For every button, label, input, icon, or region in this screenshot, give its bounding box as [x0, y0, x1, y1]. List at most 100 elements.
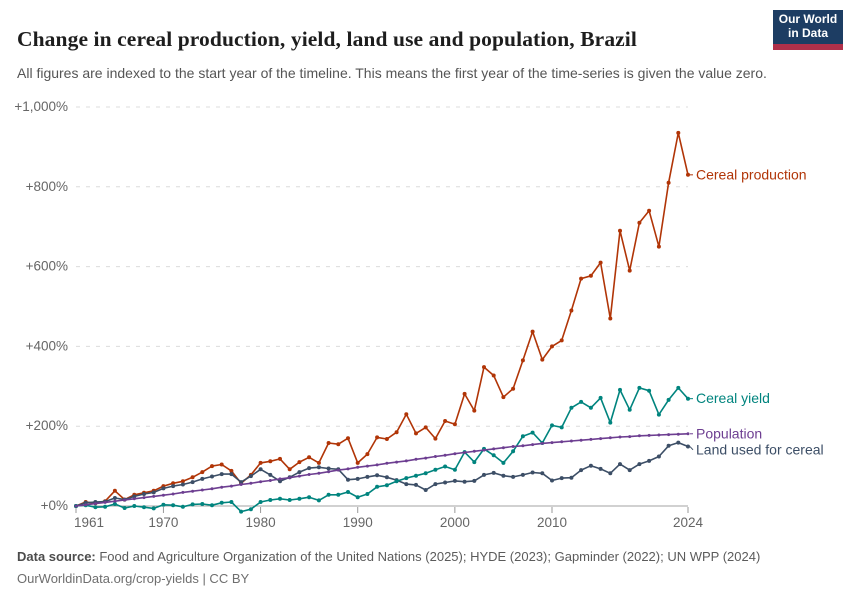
data-point	[259, 480, 263, 484]
data-point	[423, 425, 428, 430]
data-point	[346, 477, 350, 482]
data-point	[579, 276, 584, 281]
data-point	[599, 437, 603, 441]
data-point	[618, 387, 622, 392]
data-point	[608, 471, 613, 476]
data-point	[443, 453, 447, 457]
data-point	[151, 506, 156, 511]
data-point	[618, 462, 622, 467]
data-point	[307, 466, 312, 471]
x-tick-label: 1980	[246, 515, 276, 530]
data-point	[239, 509, 244, 514]
data-point	[686, 172, 690, 177]
data-point	[394, 430, 399, 435]
data-point	[384, 437, 389, 441]
data-point	[482, 472, 486, 477]
data-source-text: Food and Agriculture Organization of the…	[95, 549, 761, 564]
data-point	[355, 460, 360, 465]
license-line: OurWorldinData.org/crop-yields | CC BY	[17, 571, 250, 587]
data-point	[404, 459, 408, 463]
data-point	[676, 440, 681, 445]
data-point	[628, 435, 632, 439]
data-point	[492, 447, 496, 451]
data-point	[307, 455, 312, 460]
data-point	[190, 475, 195, 480]
data-point	[132, 497, 136, 501]
data-point	[385, 461, 389, 465]
data-point	[229, 484, 233, 488]
data-point	[666, 443, 671, 448]
data-point	[307, 495, 312, 500]
data-point	[384, 475, 389, 480]
data-point	[686, 444, 690, 449]
data-point	[171, 481, 176, 486]
data-point	[666, 397, 671, 402]
data-point	[181, 490, 185, 494]
data-point	[375, 463, 379, 467]
data-point	[550, 478, 554, 483]
data-point	[219, 462, 224, 467]
data-point	[346, 436, 350, 441]
data-point	[346, 467, 350, 471]
data-point	[608, 316, 613, 321]
data-point	[355, 495, 360, 500]
data-point	[249, 481, 253, 485]
data-point	[190, 502, 195, 507]
data-point	[268, 498, 273, 502]
data-point	[200, 502, 205, 506]
series-label: Population	[696, 425, 762, 441]
data-point	[84, 503, 88, 507]
data-point	[608, 436, 612, 440]
chart-subtitle: All figures are indexed to the start yea…	[17, 65, 767, 81]
data-point	[161, 502, 166, 507]
data-point	[588, 405, 593, 410]
data-point	[540, 471, 545, 476]
data-point	[667, 433, 671, 437]
data-point	[171, 503, 176, 508]
data-point	[443, 464, 448, 469]
data-point	[462, 391, 467, 396]
data-point	[452, 422, 457, 427]
data-point	[395, 460, 399, 464]
data-point	[676, 130, 681, 135]
data-point	[365, 474, 370, 479]
data-point	[258, 500, 263, 504]
data-point	[297, 496, 302, 501]
data-point	[74, 504, 78, 508]
owid-logo[interactable]: Our World in Data	[773, 10, 843, 50]
y-tick-label: +1,000%	[14, 99, 68, 114]
data-point	[501, 446, 505, 450]
data-source-line: Data source: Food and Agriculture Organi…	[17, 546, 817, 568]
data-point	[297, 474, 301, 478]
data-point	[113, 499, 117, 503]
data-point	[180, 479, 185, 484]
data-point	[521, 444, 525, 448]
data-point	[501, 395, 506, 400]
data-point	[258, 467, 263, 472]
data-point	[589, 437, 593, 441]
series-line-0	[75, 132, 689, 507]
data-point	[637, 220, 642, 225]
owid-logo-line2: in Data	[787, 26, 828, 40]
data-point	[511, 386, 516, 391]
data-point	[365, 464, 369, 468]
data-point	[414, 457, 418, 461]
data-point	[637, 434, 641, 438]
series-label: Cereal yield	[696, 390, 770, 406]
data-point	[540, 441, 544, 445]
data-point	[316, 465, 321, 470]
data-point	[229, 500, 234, 504]
data-point	[472, 408, 477, 413]
data-point	[637, 462, 642, 467]
data-point	[404, 476, 409, 481]
page-title: Change in cereal production, yield, land…	[17, 27, 637, 52]
data-point	[443, 419, 448, 423]
series-markers-1	[74, 440, 690, 508]
data-point	[657, 433, 661, 437]
data-point	[608, 420, 613, 425]
data-point	[336, 442, 341, 447]
data-point	[210, 487, 214, 491]
data-point	[171, 484, 176, 489]
data-point	[191, 489, 195, 493]
